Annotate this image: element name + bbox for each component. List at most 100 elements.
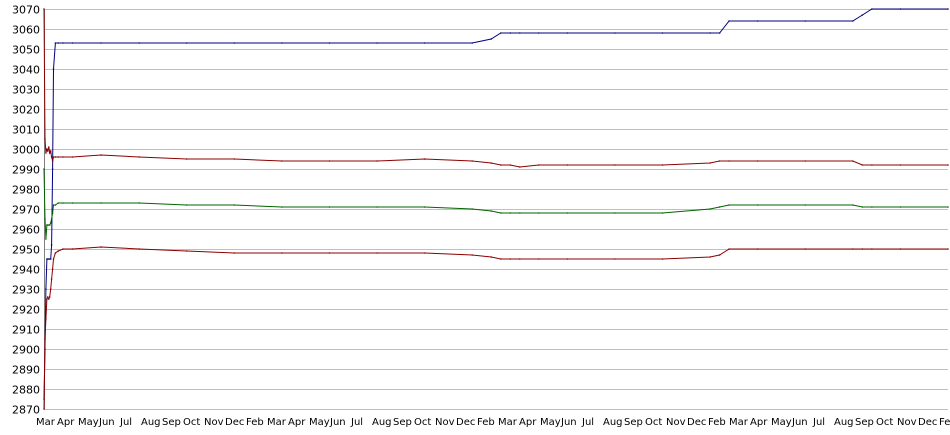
data-point xyxy=(376,252,378,254)
y-tick-label: 2890 xyxy=(12,364,40,377)
data-point xyxy=(52,68,55,70)
data-point xyxy=(899,164,902,166)
data-point xyxy=(328,42,331,44)
data-point xyxy=(861,206,864,208)
x-tick-label: Apr xyxy=(519,417,537,428)
data-point xyxy=(614,212,616,214)
data-point xyxy=(661,164,664,166)
y-tick-label: 2970 xyxy=(12,204,40,217)
data-point xyxy=(48,298,50,300)
data-point xyxy=(861,248,864,250)
data-point xyxy=(281,206,283,208)
data-point xyxy=(871,206,873,208)
y-tick-label: 2880 xyxy=(12,384,40,397)
data-point xyxy=(45,152,47,154)
x-tick-label: Oct xyxy=(414,417,431,428)
x-tick-label: Jul xyxy=(119,417,132,428)
y-tick-label: 3060 xyxy=(12,24,40,37)
data-point xyxy=(233,252,236,254)
data-point xyxy=(50,278,53,280)
data-point xyxy=(519,166,521,168)
data-point xyxy=(185,42,188,44)
data-point xyxy=(718,160,721,162)
data-point xyxy=(614,258,616,260)
data-point xyxy=(871,248,873,250)
y-tick-label: 3000 xyxy=(12,144,40,157)
data-point xyxy=(50,218,53,220)
data-point xyxy=(947,8,949,10)
x-tick-label: Apr xyxy=(57,417,75,428)
data-point xyxy=(376,42,378,44)
data-point xyxy=(51,268,54,270)
x-axis: Mar Apr May Jun Jul Aug Sep Oct Nov Dec Feb Mar Apr M… xyxy=(36,417,950,428)
data-point xyxy=(728,204,730,206)
data-point xyxy=(233,42,236,44)
series-line-2 xyxy=(43,8,948,168)
data-point xyxy=(47,150,49,152)
y-tick-label: 3070 xyxy=(12,4,40,17)
data-point xyxy=(423,206,426,208)
x-tick-label: Nov xyxy=(435,417,455,428)
x-tick-label: Aug xyxy=(834,417,854,428)
data-point xyxy=(62,156,64,158)
data-point xyxy=(490,38,493,40)
x-tick-label: Feb xyxy=(708,417,726,428)
data-point xyxy=(490,256,493,258)
x-tick-label: Aug xyxy=(372,417,392,428)
data-point xyxy=(566,32,569,34)
data-point xyxy=(54,252,57,254)
data-point xyxy=(50,156,53,158)
data-point xyxy=(861,14,864,16)
data-point xyxy=(804,204,807,206)
x-tick-label: May xyxy=(78,417,99,428)
data-point xyxy=(423,158,426,160)
data-point xyxy=(48,224,51,226)
data-point xyxy=(899,206,902,208)
y-tick-label: 2990 xyxy=(12,164,40,177)
series-line-1 xyxy=(43,8,948,400)
x-tick-label: Sep xyxy=(624,417,643,428)
data-point xyxy=(45,238,47,240)
data-point xyxy=(46,148,48,150)
y-tick-label: 2870 xyxy=(12,404,40,417)
data-point xyxy=(804,160,807,162)
y-tick-label: 3010 xyxy=(12,124,40,137)
data-point xyxy=(233,158,236,160)
data-point xyxy=(661,212,664,214)
x-tick-label: Mar xyxy=(498,417,518,428)
data-point xyxy=(50,244,53,246)
data-point xyxy=(852,20,854,22)
data-point xyxy=(756,160,759,162)
y-tick-label: 2930 xyxy=(12,284,40,297)
data-point xyxy=(709,256,711,258)
x-tick-label: Jun xyxy=(329,417,346,428)
data-point xyxy=(138,202,140,204)
data-point xyxy=(519,32,521,34)
data-point xyxy=(718,32,721,34)
data-point xyxy=(43,168,45,170)
data-point xyxy=(57,202,60,204)
data-point xyxy=(376,206,378,208)
data-point xyxy=(519,258,521,260)
x-tick-label: Dec xyxy=(225,417,244,428)
data-point xyxy=(49,150,52,152)
data-point xyxy=(49,222,52,224)
x-tick-label: Nov xyxy=(666,417,686,428)
data-point xyxy=(566,258,569,260)
data-point xyxy=(51,212,54,214)
data-point xyxy=(947,164,949,166)
data-point xyxy=(852,204,854,206)
x-tick-label: Sep xyxy=(855,417,874,428)
y-tick-label: 3040 xyxy=(12,64,40,77)
data-point xyxy=(423,252,426,254)
data-point xyxy=(49,288,52,290)
data-point xyxy=(185,204,188,206)
grid-lines xyxy=(44,9,948,410)
x-tick-label: Oct xyxy=(876,417,893,428)
data-point xyxy=(376,160,378,162)
data-point xyxy=(62,248,64,250)
data-point xyxy=(728,20,730,22)
data-point xyxy=(100,246,102,248)
y-tick-label: 2960 xyxy=(12,224,40,237)
